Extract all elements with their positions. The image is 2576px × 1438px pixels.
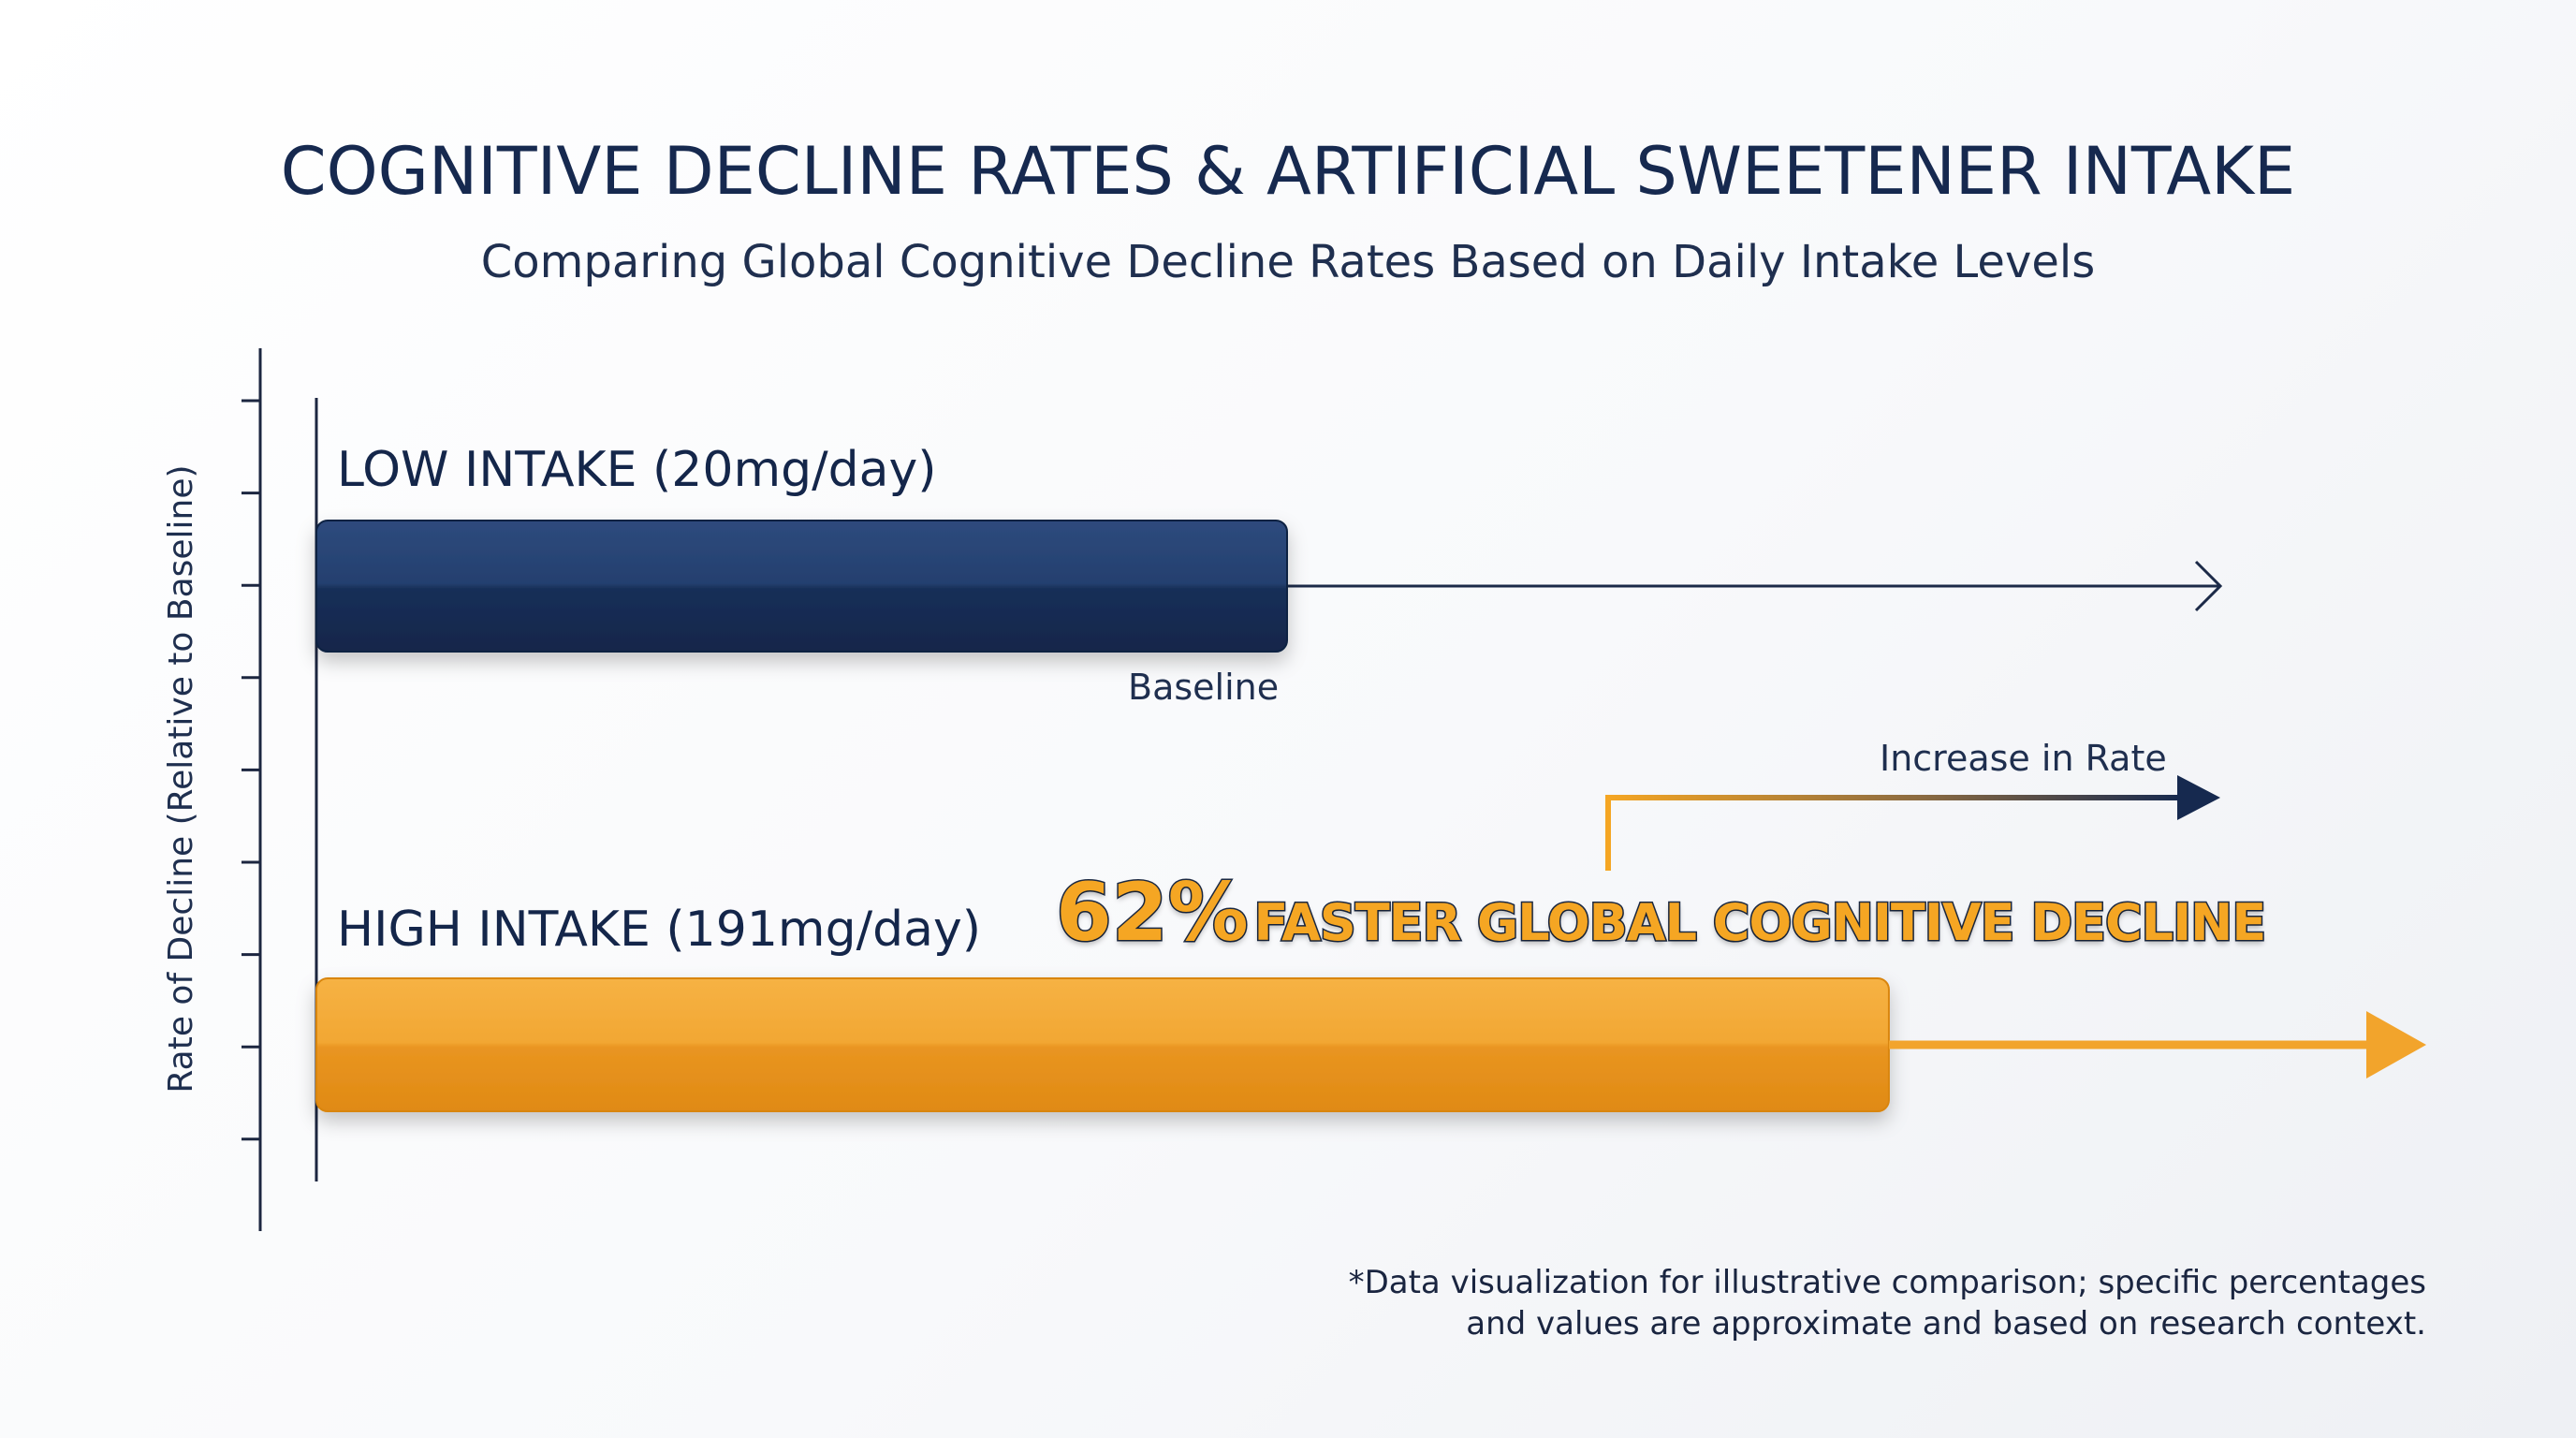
chart-subtitle: Comparing Global Cognitive Decline Rates… [480,236,2096,288]
footnote-line-2: and values are approximate and based on … [1466,1305,2426,1343]
category-label-low: LOW INTAKE (20mg/day) [337,442,937,498]
footnote-line-1: *Data visualization for illustrative com… [1348,1264,2426,1301]
chart-title: COGNITIVE DECLINE RATES & ARTIFICIAL SWE… [280,133,2296,210]
baseline-label: Baseline [1128,667,1280,708]
callout-percent: 62% [1055,865,1251,961]
footnote: *Data visualization for illustrative com… [1349,1262,2426,1344]
y-axis-label: Rate of Decline (Relative to Baseline) [162,464,200,1093]
y-axis-ticks [242,399,260,1141]
increase-in-rate-arrow [1605,775,2220,871]
baseline-reference-arrow [1287,560,2223,612]
callout-text: FASTER GLOBAL COGNITIVE DECLINE [1252,892,2268,954]
bar-high-intake [315,977,1890,1112]
high-bar-extension-arrow [1888,1011,2426,1078]
increase-in-rate-label: Increase in Rate [1880,738,2167,779]
bar-low-intake [315,520,1288,653]
category-label-high: HIGH INTAKE (191mg/day) [337,902,982,958]
callout-62-percent: 62% FASTER GLOBAL COGNITIVE DECLINE [1055,865,2268,961]
